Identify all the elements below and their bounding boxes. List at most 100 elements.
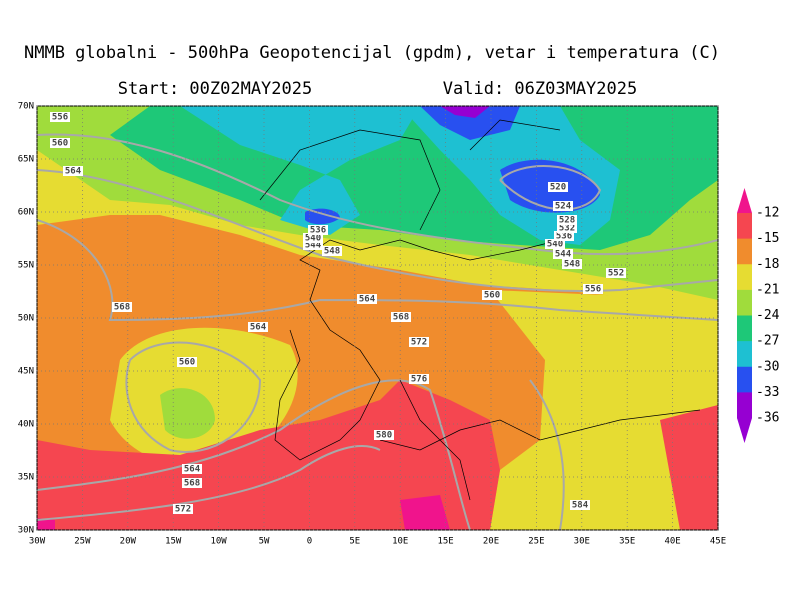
lon-tick-label: 20W bbox=[120, 537, 137, 547]
lat-tick-label: 65N bbox=[18, 155, 34, 165]
contour-label-box bbox=[303, 240, 323, 250]
contour-label-box bbox=[308, 225, 328, 235]
contour-label-box bbox=[182, 464, 202, 474]
contour-label-box bbox=[482, 290, 502, 300]
lon-tick-label: 15E bbox=[437, 537, 453, 547]
contour-label-box bbox=[322, 246, 342, 256]
lat-tick-label: 35N bbox=[18, 473, 34, 483]
lon-tick-label: 20E bbox=[483, 537, 499, 547]
contour-label-box bbox=[357, 294, 377, 304]
contour-label: 560 bbox=[484, 291, 500, 301]
contour-label: 572 bbox=[411, 338, 427, 348]
contour-label-box bbox=[63, 166, 83, 176]
contour-label: 528 bbox=[559, 216, 575, 226]
contour-label: 544 bbox=[305, 241, 322, 251]
contour-label: 544 bbox=[555, 250, 572, 260]
contour-label-box bbox=[409, 337, 429, 347]
valid-time: Valid: 06Z03MAY2025 bbox=[443, 79, 637, 99]
colorbar-segment bbox=[737, 289, 752, 316]
contour-label-box bbox=[606, 268, 626, 278]
contour-label: 568 bbox=[184, 479, 200, 489]
colorbar-segment bbox=[737, 264, 752, 291]
lon-tick-label: 25E bbox=[528, 537, 544, 547]
lon-tick-label: 10E bbox=[392, 537, 408, 547]
contour-label-box bbox=[182, 478, 202, 488]
contour-label-box bbox=[391, 312, 411, 322]
contour-label: 568 bbox=[393, 313, 409, 323]
contour-label: 556 bbox=[52, 113, 68, 123]
lon-tick-label: 15W bbox=[165, 537, 182, 547]
lat-tick-label: 40N bbox=[18, 420, 34, 430]
contour-label: 548 bbox=[564, 260, 580, 270]
contour-label-box bbox=[553, 201, 573, 211]
colorbar-label: -27 bbox=[756, 334, 779, 349]
colorbar-label: -18 bbox=[756, 257, 779, 272]
lat-tick-label: 55N bbox=[18, 261, 34, 271]
contour-label: 552 bbox=[608, 269, 624, 279]
contour-label: 572 bbox=[175, 505, 191, 515]
contour-label: 520 bbox=[550, 183, 566, 193]
title: NMMB globalni - 500hPa Geopotencijal (gp… bbox=[24, 43, 720, 63]
lon-tick-label: 45E bbox=[710, 537, 726, 547]
lat-tick-label: 70N bbox=[18, 102, 34, 112]
lon-tick-label: 5W bbox=[259, 537, 270, 547]
colorbar-segment bbox=[737, 366, 752, 393]
colorbar-label: -12 bbox=[756, 206, 779, 221]
contour-label: 564 bbox=[250, 323, 267, 333]
lon-tick-label: 30E bbox=[574, 537, 590, 547]
lat-tick-label: 50N bbox=[18, 314, 34, 324]
contour-label-box bbox=[557, 215, 577, 225]
contour-label-box bbox=[50, 112, 70, 122]
lon-tick-label: 25W bbox=[74, 537, 91, 547]
lat-tick-label: 45N bbox=[18, 367, 34, 377]
contour-label-box bbox=[548, 182, 568, 192]
contour-label-box bbox=[173, 504, 193, 514]
lon-tick-label: 5E bbox=[349, 537, 360, 547]
colorbar-triangle bbox=[737, 418, 752, 443]
contour-label-box bbox=[545, 239, 565, 249]
contour-label-box bbox=[562, 259, 582, 269]
contour-label-box bbox=[177, 357, 197, 367]
colorbar-label: -30 bbox=[756, 359, 779, 374]
contour-label: 564 bbox=[184, 465, 201, 475]
contour-label-box bbox=[409, 374, 429, 384]
contour-label-box bbox=[303, 233, 323, 243]
lat-tick-label: 60N bbox=[18, 208, 34, 218]
colorbar-label: -36 bbox=[756, 411, 779, 426]
contour-label: 564 bbox=[65, 167, 82, 177]
contour-label-box bbox=[570, 500, 590, 510]
contour-label: 540 bbox=[547, 240, 563, 250]
colorbar-label: -33 bbox=[756, 385, 779, 400]
colorbar-label: -24 bbox=[756, 308, 780, 323]
start-time: Start: 00Z02MAY2025 bbox=[118, 79, 312, 99]
contour-label: 568 bbox=[114, 303, 130, 313]
contour-label: 576 bbox=[411, 375, 427, 385]
contour-label: 564 bbox=[359, 295, 376, 305]
colorbar-triangle bbox=[737, 188, 752, 213]
contour-label-box bbox=[248, 322, 268, 332]
colorbar-label: -21 bbox=[756, 282, 779, 297]
contour-label-box bbox=[557, 223, 577, 233]
contour-label-box bbox=[112, 302, 132, 312]
contour-label: 584 bbox=[572, 501, 589, 511]
contour-label: 580 bbox=[376, 431, 392, 441]
colorbar-label: -15 bbox=[756, 231, 779, 246]
contour-label: 532 bbox=[559, 224, 575, 234]
contour-label: 536 bbox=[556, 232, 572, 242]
contour-label-box bbox=[50, 138, 70, 148]
colorbar-segment bbox=[737, 238, 752, 265]
lon-tick-label: 40E bbox=[664, 537, 680, 547]
lon-tick-label: 35E bbox=[619, 537, 635, 547]
contour-label: 540 bbox=[305, 234, 321, 244]
lon-tick-label: 10W bbox=[210, 537, 227, 547]
contour-label: 548 bbox=[324, 247, 340, 257]
colorbar-segment bbox=[737, 315, 752, 342]
contour-label: 560 bbox=[179, 358, 195, 368]
contour-label: 556 bbox=[585, 285, 601, 295]
colorbar-segment bbox=[737, 341, 752, 368]
contour-label-box bbox=[554, 231, 574, 241]
lon-tick-label: 30W bbox=[29, 537, 46, 547]
lat-tick-label: 30N bbox=[18, 526, 34, 536]
contour-label: 536 bbox=[310, 226, 326, 236]
